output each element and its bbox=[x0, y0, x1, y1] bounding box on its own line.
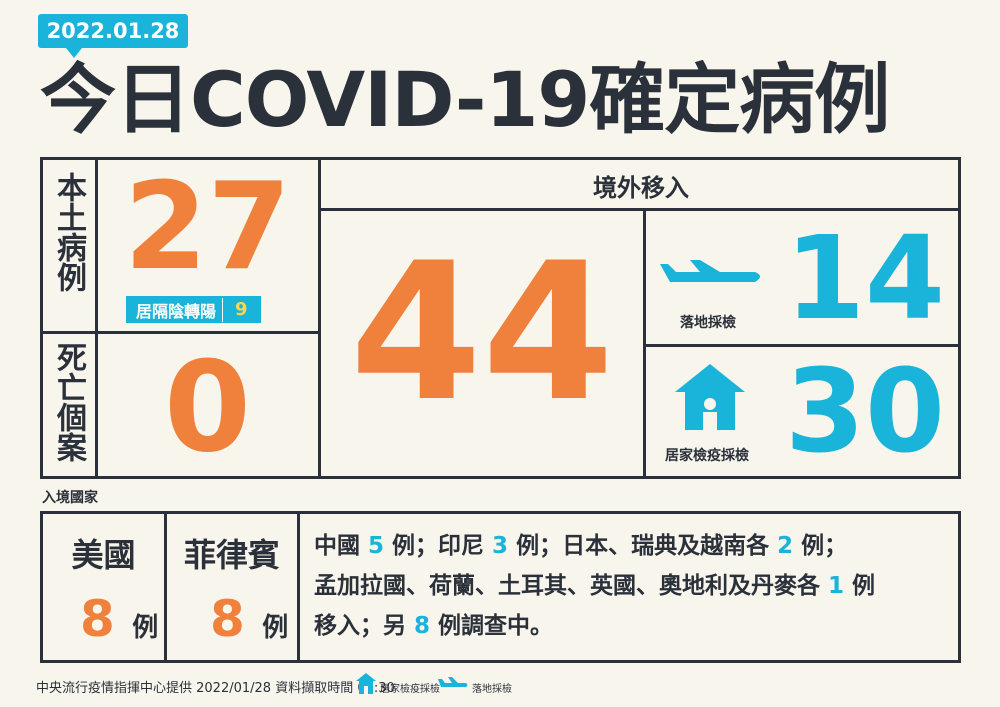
legend-airport-label: 落地採檢 bbox=[472, 684, 512, 695]
usa-count: 8 bbox=[80, 590, 115, 648]
legend-house-icon bbox=[356, 673, 376, 694]
home-count: 30 bbox=[784, 345, 946, 479]
usa-name: 美國 bbox=[71, 536, 136, 574]
house-icon bbox=[675, 364, 745, 430]
quarantine-positive-badge: 居隔陰轉陽 9 bbox=[126, 296, 261, 323]
date-badge: 2022.01.28 bbox=[38, 14, 188, 58]
badge-label: 居隔陰轉陽 bbox=[136, 297, 224, 322]
main-frame bbox=[40, 157, 961, 479]
philippines-unit: 例 bbox=[262, 613, 289, 643]
airplane-icon bbox=[660, 260, 760, 282]
philippines-count-row: 8 例 bbox=[210, 590, 288, 648]
airport-label: 落地採檢 bbox=[680, 315, 736, 331]
local-label-text: 本土病例 bbox=[51, 172, 86, 292]
countries-label: 入境國家 bbox=[42, 490, 98, 506]
usa-unit: 例 bbox=[132, 613, 159, 643]
countries-frame bbox=[40, 511, 961, 663]
deaths-count: 0 bbox=[164, 335, 251, 480]
other-line-2: 孟加拉國、荷蘭、土耳其、英國、奧地利及丹麥各 1 例 bbox=[314, 573, 876, 599]
badge-count: 9 bbox=[235, 299, 248, 320]
deaths-label: 死亡個案 bbox=[48, 342, 88, 462]
other-countries-text: 中國 5 例；印尼 3 例；日本、瑞典及越南各 2 例； 孟加拉國、荷蘭、土耳其… bbox=[314, 526, 954, 646]
imported-count: 44 bbox=[349, 222, 615, 443]
airport-count: 14 bbox=[784, 212, 946, 346]
other-line-3: 移入；另 8 例調查中。 bbox=[314, 613, 554, 639]
other-line-1: 中國 5 例；印尼 3 例；日本、瑞典及越南各 2 例； bbox=[314, 533, 848, 559]
home-label: 居家檢疫採檢 bbox=[665, 448, 749, 464]
local-cases-label: 本土病例 bbox=[48, 172, 88, 292]
usa-count-row: 8 例 bbox=[80, 590, 158, 648]
page-title: 今日COVID-19確定病例 bbox=[40, 55, 890, 144]
local-count: 27 bbox=[124, 158, 291, 297]
philippines-name: 菲律賓 bbox=[183, 536, 280, 574]
legend-home-label: 居家檢疫採檢 bbox=[380, 684, 440, 695]
philippines-count: 8 bbox=[210, 590, 245, 648]
imported-label: 境外移入 bbox=[593, 174, 689, 202]
footer-source: 中央流行疫情指揮中心提供 2022/01/28 資料擷取時間 09:30 bbox=[36, 681, 395, 696]
deaths-label-text: 死亡個案 bbox=[51, 342, 86, 462]
legend-airplane-icon bbox=[438, 677, 468, 687]
